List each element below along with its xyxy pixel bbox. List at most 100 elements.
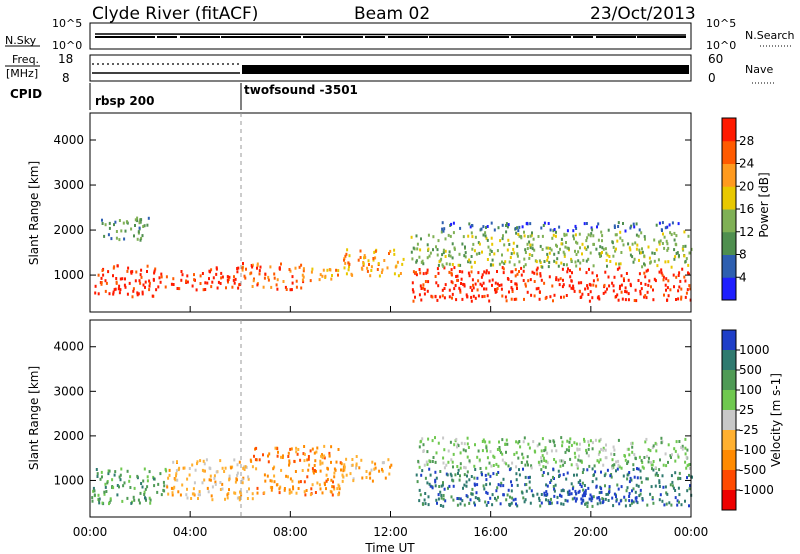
velocity-band-2-cell: [278, 491, 281, 495]
velocity-band-2-cell: [280, 468, 283, 472]
power-band-5-cell: [627, 292, 630, 296]
velocity-band-2-cell: [304, 493, 307, 497]
power-band-5-cell: [533, 280, 536, 283]
power-band-1-cell: [180, 270, 183, 273]
velocity-band-1-cell: [199, 493, 201, 497]
velocity-band-6-cell: [434, 436, 436, 440]
power-band-0-cell: [140, 275, 143, 279]
velocity-colorbar-tick-label: 100: [739, 383, 762, 397]
velocity-band-1-cell: [234, 491, 237, 495]
power-band-7-cell: [147, 216, 150, 220]
velocity-band-4-cell: [505, 498, 508, 502]
power-band-0-cell: [117, 287, 120, 291]
velocity-band-6-cell: [506, 442, 509, 446]
velocity-band-5-cell: [587, 486, 590, 490]
velocity-band-6-cell: [423, 463, 426, 467]
velocity-band-6-cell: [534, 450, 537, 454]
velocity-band-4-cell: [457, 497, 460, 501]
velocity-band-2-cell: [267, 454, 269, 458]
velocity-band-2-cell: [319, 459, 322, 463]
velocity-band-6-cell: [650, 461, 652, 465]
velocity-band-4-cell: [686, 476, 688, 480]
velocity-band-2-cell: [292, 487, 295, 491]
velocity-band-4-cell: [615, 469, 617, 473]
power-band-0-cell: [128, 281, 131, 285]
velocity-band-6-cell: [426, 462, 429, 466]
power-band-8-cell: [638, 228, 641, 232]
power-band-6-cell: [508, 260, 511, 264]
velocity-band-4-cell: [476, 483, 479, 487]
power-band-6-cell: [442, 265, 445, 268]
power-band-4-cell: [397, 274, 400, 278]
power-band-1-cell: [176, 287, 179, 290]
velocity-band-6-cell: [520, 461, 523, 464]
velocity-band-2-cell: [275, 483, 278, 487]
velocity-band-2-cell: [254, 447, 256, 451]
power-band-8-cell: [505, 222, 508, 226]
velocity-band-2-cell: [273, 480, 276, 484]
power-band-6-cell: [653, 252, 656, 255]
velocity-band-4-cell: [625, 489, 628, 493]
power-band-7-cell: [124, 229, 127, 233]
power-band-0-cell: [141, 292, 144, 296]
velocity-band-6-cell: [631, 445, 634, 449]
power-band-1-cell: [231, 285, 234, 289]
velocity-band-4-cell: [610, 475, 613, 479]
velocity-band-3-cell: [358, 466, 361, 470]
power-ytick-label: 3000: [53, 178, 84, 192]
velocity-band-1-cell: [240, 493, 243, 497]
power-band-4-cell: [363, 256, 365, 260]
power-band-5-cell: [419, 284, 422, 288]
power-band-6-cell: [649, 261, 652, 265]
power-band-6-cell: [688, 251, 691, 255]
velocity-band-6-cell: [447, 460, 450, 464]
velocity-band-4-cell: [599, 501, 602, 505]
power-band-5-cell: [538, 290, 541, 294]
velocity-band-4-cell: [442, 481, 444, 485]
velocity-colorbar-segment: [722, 470, 736, 491]
velocity-band-4-cell: [636, 501, 639, 505]
velocity-band-5-cell: [628, 492, 631, 495]
power-band-5-cell: [603, 283, 606, 287]
power-band-5-cell: [477, 271, 480, 275]
velocity-band-5-cell: [583, 492, 585, 496]
velocity-band-6-cell: [453, 443, 456, 447]
velocity-band-4-cell: [630, 478, 633, 482]
velocity-band-5-cell: [549, 501, 552, 505]
velocity-band-2-cell: [268, 452, 271, 456]
velocity-band-4-cell: [570, 482, 573, 486]
power-band-5-cell: [483, 294, 486, 298]
power-band-6-cell: [415, 260, 418, 264]
power-band-4-cell: [345, 252, 348, 256]
power-band-7-cell: [110, 237, 113, 241]
power-band-8-cell: [596, 225, 598, 229]
power-band-8-cell: [485, 226, 487, 229]
velocity-band-4-cell: [466, 474, 468, 478]
velocity-band-6-cell: [468, 459, 471, 463]
velocity-band-6-cell: [647, 448, 650, 452]
power-band-6-cell: [640, 251, 643, 255]
velocity-band-5-cell: [639, 488, 642, 492]
velocity-band-4-cell: [661, 474, 664, 478]
velocity-band-4-cell: [429, 484, 432, 488]
velocity-band-1-cell: [185, 493, 188, 497]
power-band-6-cell: [639, 251, 641, 255]
power-band-4-cell: [364, 256, 367, 259]
power-band-1-cell: [181, 273, 184, 277]
velocity-band-4-cell: [674, 489, 677, 492]
power-band-5-cell: [658, 270, 661, 274]
power-band-6-cell: [524, 251, 527, 254]
power-band-6-cell: [641, 265, 644, 269]
power-band-1-cell: [153, 269, 156, 273]
power-band-0-cell: [100, 281, 103, 284]
power-band-1-cell: [239, 282, 242, 286]
velocity-band-6-cell: [552, 439, 555, 443]
power-band-1-cell: [172, 283, 175, 286]
power-band-1-cell: [199, 274, 202, 278]
velocity-band-4-cell: [434, 484, 437, 488]
velocity-band-4-cell: [439, 490, 442, 494]
power-band-6-cell: [682, 245, 685, 248]
power-band-6-cell: [595, 247, 598, 251]
power-band-6-cell: [419, 248, 422, 252]
